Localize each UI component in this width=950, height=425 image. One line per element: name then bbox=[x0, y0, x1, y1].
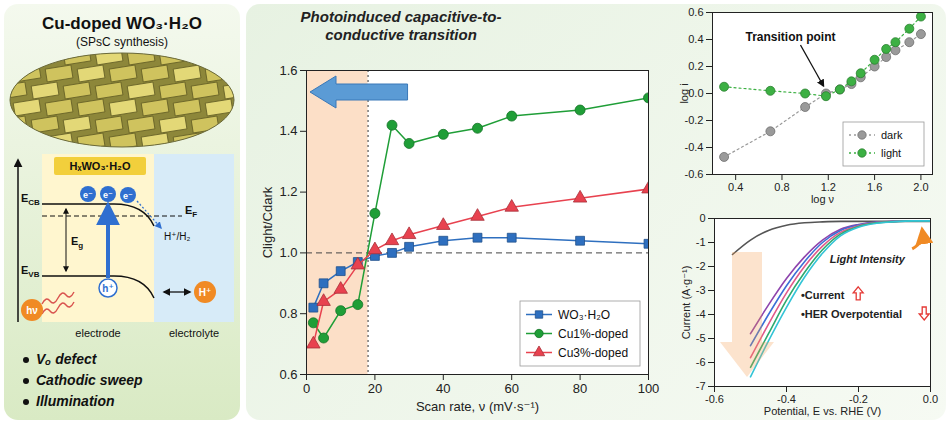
svg-text:-0.4: -0.4 bbox=[777, 393, 796, 405]
svg-text:HₓWO₃·H₂O: HₓWO₃·H₂O bbox=[69, 160, 130, 172]
svg-text:1.6: 1.6 bbox=[279, 63, 297, 78]
svg-text:-2: -2 bbox=[696, 260, 706, 272]
svg-text:-7: -7 bbox=[696, 380, 706, 392]
svg-text:0.0: 0.0 bbox=[923, 393, 938, 405]
svg-text:Cu1%-doped: Cu1%-doped bbox=[558, 327, 628, 341]
svg-text:1.2: 1.2 bbox=[279, 184, 297, 199]
svg-text:Cu-doped WO₃·H₂O: Cu-doped WO₃·H₂O bbox=[42, 14, 202, 33]
svg-text:Scan rate, ν (mV·s⁻¹): Scan rate, ν (mV·s⁻¹) bbox=[416, 399, 539, 414]
svg-text:Light Intensity: Light Intensity bbox=[830, 253, 906, 265]
svg-text:•Current: •Current bbox=[801, 289, 845, 301]
svg-text:ECB: ECB bbox=[21, 192, 40, 207]
svg-text:electrode: electrode bbox=[75, 327, 120, 339]
svg-text:60: 60 bbox=[504, 381, 518, 396]
svg-text:0: 0 bbox=[699, 212, 705, 224]
svg-text:Cu3%-doped: Cu3%-doped bbox=[558, 346, 628, 360]
svg-text:1.2: 1.2 bbox=[821, 181, 836, 193]
svg-text:-5: -5 bbox=[696, 332, 706, 344]
svg-text:dark: dark bbox=[881, 129, 903, 141]
svg-text:Current (A·g⁻¹): Current (A·g⁻¹) bbox=[680, 266, 692, 340]
svg-text:1.4: 1.4 bbox=[279, 123, 297, 138]
svg-text:0.8: 0.8 bbox=[774, 181, 789, 193]
svg-text:0: 0 bbox=[303, 381, 310, 396]
svg-text:H⁺/H₂: H⁺/H₂ bbox=[164, 231, 191, 242]
svg-text:h⁺: h⁺ bbox=[102, 283, 113, 294]
svg-text:-4: -4 bbox=[696, 308, 706, 320]
svg-text:Transition point: Transition point bbox=[745, 30, 835, 44]
svg-text:Illumination: Illumination bbox=[36, 393, 115, 409]
svg-text:electrolyte: electrolyte bbox=[169, 327, 219, 339]
svg-text:e⁻: e⁻ bbox=[103, 190, 113, 200]
svg-text:0.4: 0.4 bbox=[728, 181, 743, 193]
svg-text:Potential, E vs. RHE (V): Potential, E vs. RHE (V) bbox=[764, 405, 881, 417]
svg-text:-0.6: -0.6 bbox=[705, 393, 724, 405]
svg-text:0.4: 0.4 bbox=[688, 33, 703, 45]
svg-text:0.8: 0.8 bbox=[279, 306, 297, 321]
svg-text:H⁺: H⁺ bbox=[199, 287, 212, 298]
svg-text:-0.2: -0.2 bbox=[849, 393, 868, 405]
svg-text:2.0: 2.0 bbox=[913, 181, 928, 193]
svg-text:Clight/Cdark: Clight/Cdark bbox=[260, 186, 275, 258]
svg-text:e⁻: e⁻ bbox=[123, 191, 133, 201]
svg-text:0.0: 0.0 bbox=[688, 87, 703, 99]
svg-text:-0.2: -0.2 bbox=[685, 114, 704, 126]
svg-text:•HER Overpotential: •HER Overpotential bbox=[801, 308, 902, 320]
svg-text:-0.4: -0.4 bbox=[685, 141, 704, 153]
svg-text:light: light bbox=[881, 147, 901, 159]
svg-text:40: 40 bbox=[436, 381, 450, 396]
svg-text:100: 100 bbox=[638, 381, 660, 396]
svg-text:EVB: EVB bbox=[21, 264, 40, 279]
svg-text:80: 80 bbox=[573, 381, 587, 396]
svg-text:1.0: 1.0 bbox=[279, 245, 297, 260]
svg-text:0.6: 0.6 bbox=[688, 6, 703, 18]
svg-text:20: 20 bbox=[368, 381, 382, 396]
svg-text:-3: -3 bbox=[696, 284, 706, 296]
svg-text:e⁻: e⁻ bbox=[83, 190, 93, 200]
svg-text:(SPsC synthesis): (SPsC synthesis) bbox=[76, 35, 168, 49]
svg-text:EF: EF bbox=[185, 204, 197, 219]
html-text:Photoinduced capacitive-to-con: Photoinduced capacitive-to-conductive tr… bbox=[300, 8, 502, 43]
svg-text:WO₃·H₂O: WO₃·H₂O bbox=[558, 308, 610, 322]
svg-text:Eg: Eg bbox=[71, 235, 83, 250]
svg-text:0.2: 0.2 bbox=[688, 60, 703, 72]
svg-text:0.6: 0.6 bbox=[279, 367, 297, 382]
svg-text:1.6: 1.6 bbox=[867, 181, 882, 193]
svg-text:hν: hν bbox=[26, 305, 38, 316]
svg-text:Vₒ defect: Vₒ defect bbox=[36, 351, 98, 367]
svg-text:-6: -6 bbox=[696, 356, 706, 368]
svg-text:-1: -1 bbox=[696, 236, 706, 248]
svg-text:Cathodic sweep: Cathodic sweep bbox=[36, 372, 143, 388]
svg-text:log i: log i bbox=[678, 83, 690, 103]
svg-text:-0.6: -0.6 bbox=[685, 168, 704, 180]
svg-text:log ν: log ν bbox=[811, 193, 835, 205]
